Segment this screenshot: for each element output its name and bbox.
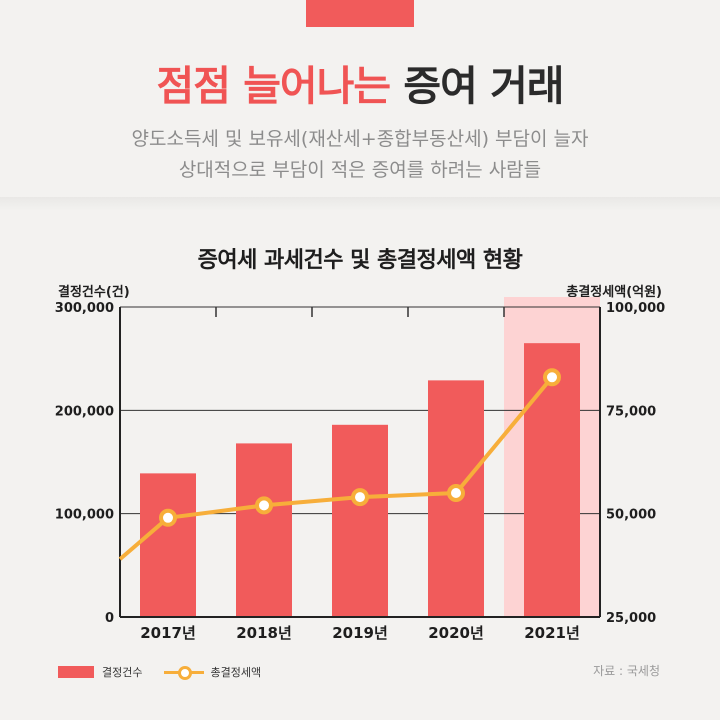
legend-bar-swatch <box>58 666 94 678</box>
bar <box>236 443 292 617</box>
bar <box>140 473 196 617</box>
y-left-tick-label: 300,000 <box>55 301 114 316</box>
section-divider <box>0 197 720 211</box>
y-axis-left-label: 결정건수(건) <box>58 285 130 300</box>
bar <box>332 424 388 617</box>
x-tick-label: 2019년 <box>332 624 388 642</box>
chart-legend: 결정건수 총결정세액 <box>58 664 283 680</box>
line-point <box>543 368 561 387</box>
subtitle: 양도소득세 및 보유세(재산세+종합부동산세) 부담이 늘자 상대적으로 부담이… <box>0 124 720 186</box>
y-right-tick-label: 25,000 <box>606 611 656 626</box>
x-tick-label: 2020년 <box>428 624 484 642</box>
x-tick-label: 2021년 <box>524 624 580 642</box>
top-accent-tab <box>306 0 414 27</box>
x-tick-label: 2017년 <box>140 624 196 642</box>
line-point <box>159 508 177 527</box>
line-point <box>351 488 369 507</box>
line-point <box>255 496 273 515</box>
x-tick-label: 2018년 <box>236 624 292 642</box>
legend-bar-label: 결정건수 <box>102 666 143 679</box>
line-point <box>447 484 465 502</box>
y-left-tick-label: 100,000 <box>55 508 114 523</box>
y-right-tick-label: 75,000 <box>606 404 656 419</box>
title-highlight: 점점 늘어나는 <box>156 62 391 110</box>
y-left-tick-label: 200,000 <box>55 404 114 419</box>
subtitle-line-2: 상대적으로 부담이 적은 증여를 하려는 사람들 <box>178 159 542 181</box>
legend-line-swatch <box>164 665 205 680</box>
chart-title: 증여세 과세건수 및 총결정세액 현황 <box>197 248 523 273</box>
y-axis-right-label: 총결정세액(억원) <box>566 285 662 300</box>
subtitle-line-1: 양도소득세 및 보유세(재산세+종합부동산세) 부담이 늘자 <box>131 128 589 150</box>
y-left-tick-label: 0 <box>105 611 114 626</box>
line-series <box>118 375 554 561</box>
bar <box>524 343 580 617</box>
y-right-tick-label: 100,000 <box>606 301 665 316</box>
legend-line-label: 총결정세액 <box>210 666 262 679</box>
legend-item-bars: 결정건수 <box>58 664 142 680</box>
y-right-tick-label: 50,000 <box>606 508 656 523</box>
source-note: 자료 : 국세청 <box>593 664 660 678</box>
legend-item-line: 총결정세액 <box>164 664 261 680</box>
title-rest: 증여 거래 <box>403 62 564 110</box>
page-title: 점점 늘어나는 증여 거래 <box>0 56 720 116</box>
